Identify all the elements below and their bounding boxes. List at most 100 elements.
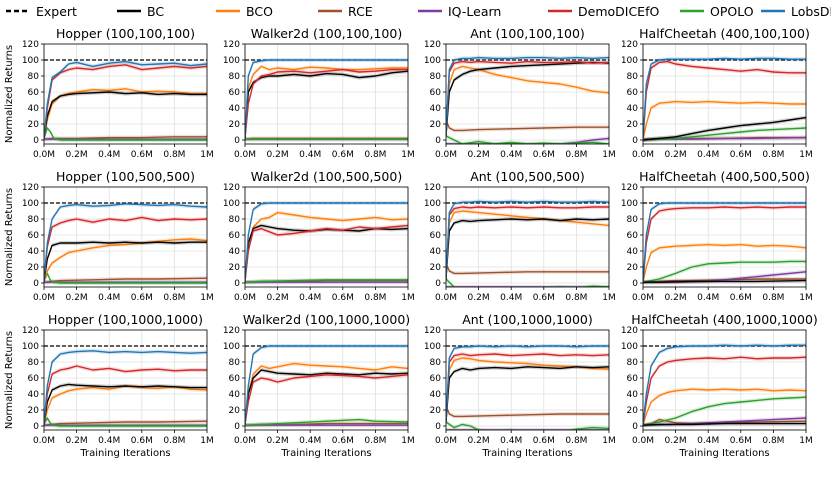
x-tick-label: 1M: [200, 436, 214, 446]
y-tick-label: 100: [22, 199, 39, 209]
series-rce: [44, 277, 207, 283]
series-opolo: [245, 279, 408, 283]
subplot-title: Hopper (100,1000,1000): [48, 312, 203, 327]
y-tick-label: 60: [627, 231, 639, 241]
series-demodicefo: [245, 68, 408, 139]
x-tick-label: 0.2M: [267, 150, 289, 160]
subplot-title: HalfCheetah (400,100,100): [639, 26, 810, 41]
legend-item-expert: Expert: [6, 4, 77, 19]
x-tick-label: 0.0M: [632, 436, 654, 446]
legend-label: IQ-Learn: [448, 4, 501, 19]
series-rce: [446, 262, 609, 275]
series-lobsdice-ours: [245, 202, 408, 282]
series-opolo: [643, 127, 806, 141]
series-group: [643, 343, 806, 428]
series-opolo: [245, 418, 408, 426]
series-bco: [245, 362, 408, 425]
x-tick-label: 0.4M: [98, 150, 120, 160]
y-tick-label: 100: [424, 199, 441, 209]
x-tick-label: 0.4M: [697, 293, 719, 303]
plot-frame: [244, 186, 409, 288]
legend-label: BC: [147, 4, 164, 19]
x-tick-label: 0.8M: [163, 150, 185, 160]
x-tick-label: 0.0M: [234, 150, 256, 160]
y-tick-label: 80: [430, 215, 442, 225]
legend-item-rce: RCE: [318, 4, 373, 19]
y-tick-label: 20: [627, 263, 639, 273]
series-bco: [44, 238, 207, 282]
y-tick-label: 60: [28, 88, 40, 98]
y-tick-label: 100: [223, 199, 240, 209]
y-tick-label: 60: [229, 88, 241, 98]
x-tick-label: 0.6M: [730, 150, 752, 160]
series-bc-band: [245, 69, 408, 141]
series-rce: [643, 418, 806, 426]
y-tick-label: 100: [424, 56, 441, 66]
series-bc: [643, 116, 806, 141]
series-opolo-band: [446, 420, 609, 430]
x-tick-label: 0.2M: [66, 293, 88, 303]
subplot-walker2d-100-100-100: Walker2d (100,100,100) 0 20 40 60 80 100 120 0.0…: [223, 26, 415, 160]
series-bc: [643, 422, 806, 426]
y-tick-label: 20: [627, 406, 639, 416]
series-bc: [446, 61, 609, 137]
x-tick-label: 0.2M: [66, 150, 88, 160]
series-lobsdice-ours-band: [643, 201, 806, 285]
series-lobsdice-ours: [245, 345, 408, 425]
subplot-ant-100-500-500: Ant (100,500,500) 0 20 40 60 80 100 120 0.0M 0.2M…: [424, 169, 616, 303]
y-tick-label: 80: [28, 215, 40, 225]
x-tick-label: 0.2M: [267, 436, 289, 446]
series-iq-learn-band: [643, 269, 806, 285]
x-tick-label: 1M: [200, 150, 214, 160]
y-tick-label: 0: [435, 279, 441, 289]
subplot-title: Ant (100,1000,1000): [462, 312, 593, 327]
series-bc: [245, 70, 408, 139]
y-tick-label: 120: [223, 40, 240, 50]
x-axis-label: Training Iterations: [481, 448, 572, 459]
x-tick-label: 0.6M: [533, 293, 555, 303]
series-rce: [643, 278, 806, 283]
y-tick-label: 40: [28, 390, 40, 400]
x-tick-label: 0.8M: [762, 150, 784, 160]
y-tick-label: 0: [234, 422, 240, 432]
subplot-title: Hopper (100,500,500): [56, 169, 195, 184]
x-tick-label: 0.6M: [332, 436, 354, 446]
series-lobsdice-ours: [643, 344, 806, 426]
gridlines: [43, 329, 208, 430]
subplot-ant-100-100-100: Ant (100,100,100) 0 20 40 60 80 100 120 0.0M 0.2M…: [424, 26, 616, 160]
series-group: [446, 55, 609, 144]
x-tick-label: 0.2M: [66, 436, 88, 446]
series-demodicefo: [44, 64, 207, 139]
x-tick-label: 0.2M: [665, 293, 687, 303]
y-tick-label: 20: [430, 263, 442, 273]
x-axis-label: Training Iterations: [79, 448, 170, 459]
y-tick-label: 100: [621, 56, 638, 66]
legend-item-iq-learn: IQ-Learn: [418, 4, 501, 19]
y-tick-label: 100: [22, 56, 39, 66]
subplot-ant-100-1000-1000: Ant (100,1000,1000) 0 20 40 60 80 100 120 0.0M 0.…: [424, 312, 616, 459]
x-tick-label: 1M: [401, 150, 415, 160]
y-axis-label: Normalized Returns: [4, 45, 15, 143]
y-tick-label: 100: [22, 342, 39, 352]
series-bco: [245, 211, 408, 282]
series-rce: [44, 420, 207, 426]
plot-frame: [43, 329, 208, 431]
series-bco: [446, 210, 609, 280]
series-group: [245, 58, 408, 142]
series-demodicefo: [245, 224, 408, 282]
x-tick-label: 0.4M: [299, 436, 321, 446]
series-bc-band: [44, 382, 207, 427]
y-tick-label: 120: [424, 183, 441, 193]
legend-label: DemoDICEfO: [578, 4, 659, 19]
y-tick-label: 40: [229, 247, 241, 257]
series-demodicefo-band: [643, 205, 806, 285]
plot-frame: [445, 329, 610, 431]
legend-label: OPOLO: [710, 4, 754, 19]
series-demodicefo: [446, 353, 609, 423]
x-tick-label: 0.2M: [665, 436, 687, 446]
series-rce: [446, 119, 609, 132]
series-lobsdice-ours: [44, 350, 207, 425]
x-tick-label: 1M: [200, 293, 214, 303]
y-tick-label: 40: [229, 390, 241, 400]
series-opolo: [44, 127, 207, 141]
